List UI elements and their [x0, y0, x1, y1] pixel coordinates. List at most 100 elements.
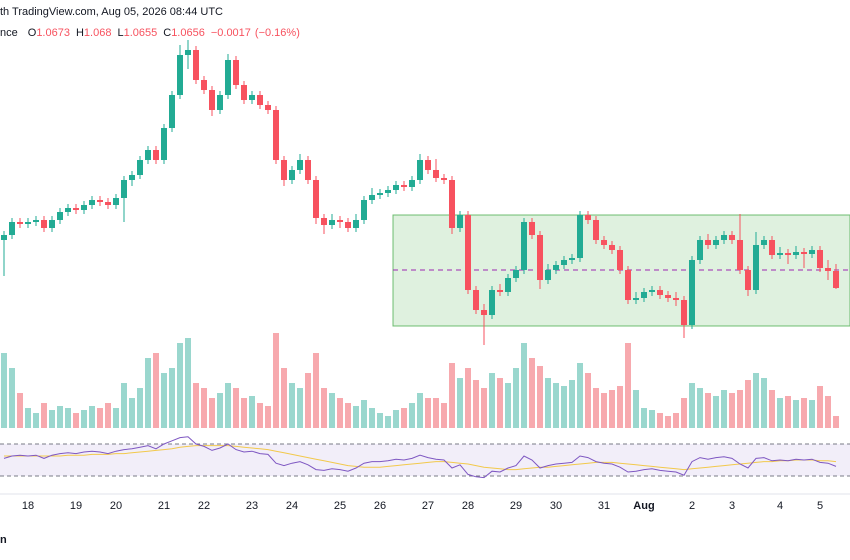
volume-bar: [785, 396, 791, 428]
volume-bar: [537, 366, 543, 428]
volume-layer: [1, 333, 839, 428]
candle-body: [417, 160, 423, 180]
candle-body: [225, 60, 231, 95]
volume-bar: [305, 373, 311, 428]
volume-bar: [569, 380, 575, 428]
candle-body: [329, 220, 335, 225]
candle-body: [793, 252, 799, 255]
candle-body: [569, 258, 575, 260]
volume-bar: [321, 388, 327, 428]
volume-bar: [617, 386, 623, 428]
volume-bar: [33, 413, 39, 428]
volume-bar: [177, 343, 183, 428]
volume-bar: [657, 413, 663, 428]
candle-body: [529, 222, 535, 235]
volume-bar: [593, 388, 599, 428]
volume-bar: [233, 388, 239, 428]
candle-body: [769, 240, 775, 255]
ohlc-value: 1.0656: [171, 27, 205, 39]
volume-bar: [145, 358, 151, 428]
candle-body: [441, 178, 447, 180]
candle-body: [297, 160, 303, 170]
candle-body: [833, 271, 839, 288]
volume-bar: [753, 373, 759, 428]
volume-bar: [113, 408, 119, 428]
footer-text: n: [0, 534, 7, 546]
volume-bar: [777, 398, 783, 428]
volume-bar: [433, 398, 439, 428]
candle-body: [33, 220, 39, 222]
volume-bar: [665, 416, 671, 428]
candle-body: [241, 85, 247, 100]
candle-body: [737, 240, 743, 270]
volume-bar: [209, 398, 215, 428]
volume-bar: [169, 368, 175, 428]
x-tick-label: 21: [158, 500, 170, 512]
candle-body: [201, 80, 207, 90]
candle-body: [409, 180, 415, 187]
candle-body: [193, 50, 199, 80]
volume-bar: [401, 408, 407, 428]
x-tick-label: 28: [462, 500, 474, 512]
candle-body: [713, 240, 719, 245]
volume-bar: [729, 393, 735, 428]
candle-body: [257, 95, 263, 105]
candle-body: [649, 290, 655, 292]
candle-body: [385, 190, 391, 193]
volume-bar: [353, 406, 359, 428]
volume-bar: [377, 413, 383, 428]
candle-body: [81, 205, 87, 210]
candle-body: [321, 218, 327, 225]
candle-body: [473, 290, 479, 310]
candle-body: [25, 222, 31, 224]
volume-bar: [289, 383, 295, 428]
candle-body: [809, 250, 815, 254]
candle-body: [457, 215, 463, 228]
candle-body: [345, 222, 351, 228]
x-tick-label: 5: [817, 500, 823, 512]
candle-body: [9, 222, 15, 235]
candle-body: [313, 180, 319, 218]
candle-body: [521, 222, 527, 270]
x-tick-label: 3: [729, 500, 735, 512]
volume-bar: [137, 388, 143, 428]
rsi-line: [3, 436, 837, 479]
volume-bar: [425, 398, 431, 428]
ohlc-label: H: [76, 27, 84, 39]
volume-bar: [81, 410, 87, 428]
candle-body: [265, 105, 271, 110]
volume-bar: [361, 400, 367, 428]
volume-bar: [577, 363, 583, 428]
volume-bar: [793, 400, 799, 428]
legend-prefix: nce: [0, 27, 18, 39]
x-tick-label: 24: [286, 500, 298, 512]
volume-bar: [529, 358, 535, 428]
volume-bar: [105, 403, 111, 428]
volume-bar: [513, 368, 519, 428]
volume-bar: [265, 406, 271, 428]
volume-bar: [713, 396, 719, 428]
candle-body: [289, 170, 295, 180]
candle-body: [481, 310, 487, 315]
candle-body: [209, 90, 215, 110]
volume-bar: [737, 390, 743, 428]
x-tick-label: Aug: [633, 500, 654, 512]
volume-bar: [409, 403, 415, 428]
candle-body: [617, 250, 623, 270]
x-tick-label: 2: [689, 500, 695, 512]
candle-body: [705, 240, 711, 245]
candle-body: [697, 240, 703, 260]
volume-bar: [497, 378, 503, 428]
volume-bar: [57, 406, 63, 428]
volume-bar: [313, 353, 319, 428]
volume-bar: [801, 398, 807, 428]
candle-body: [121, 180, 127, 198]
volume-bar: [705, 393, 711, 428]
candle-body: [161, 128, 167, 160]
volume-bar: [505, 383, 511, 428]
candle-body: [393, 185, 399, 190]
ohlc-legend: nce O1.0673 H1.068 L1.0655 C1.0656 −0.0017 (−0…: [0, 27, 300, 39]
candle-body: [73, 208, 79, 210]
x-tick-label: 31: [598, 500, 610, 512]
ohlc-value: 1.068: [84, 27, 112, 39]
